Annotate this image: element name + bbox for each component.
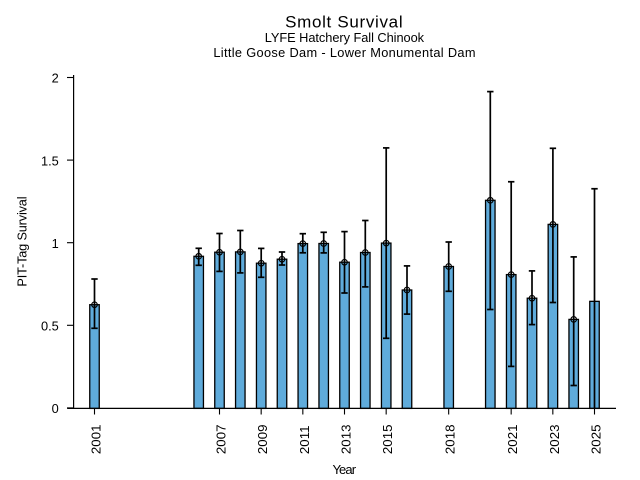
svg-text:LYFE Hatchery Fall Chinook: LYFE Hatchery Fall Chinook xyxy=(265,30,425,45)
svg-text:2001: 2001 xyxy=(89,425,104,455)
svg-text:2021: 2021 xyxy=(505,425,520,455)
svg-text:2015: 2015 xyxy=(380,425,395,455)
svg-text:0.5: 0.5 xyxy=(41,319,59,334)
svg-text:2025: 2025 xyxy=(589,425,604,455)
svg-text:2011: 2011 xyxy=(297,426,312,455)
svg-text:1: 1 xyxy=(52,236,59,251)
svg-text:1.5: 1.5 xyxy=(41,153,59,168)
svg-text:2023: 2023 xyxy=(547,425,562,455)
svg-text:2009: 2009 xyxy=(255,425,270,455)
svg-text:Little Goose Dam - Lower Monum: Little Goose Dam - Lower Monumental Dam xyxy=(213,45,476,60)
svg-text:PIT-Tag Survival: PIT-Tag Survival xyxy=(15,197,29,287)
svg-text:0: 0 xyxy=(52,401,59,416)
svg-text:Year: Year xyxy=(332,462,356,477)
svg-text:2018: 2018 xyxy=(443,425,458,455)
svg-text:2: 2 xyxy=(52,71,59,86)
svg-text:2007: 2007 xyxy=(214,425,229,455)
svg-text:Smolt Survival: Smolt Survival xyxy=(285,13,403,32)
svg-text:2013: 2013 xyxy=(339,425,354,455)
